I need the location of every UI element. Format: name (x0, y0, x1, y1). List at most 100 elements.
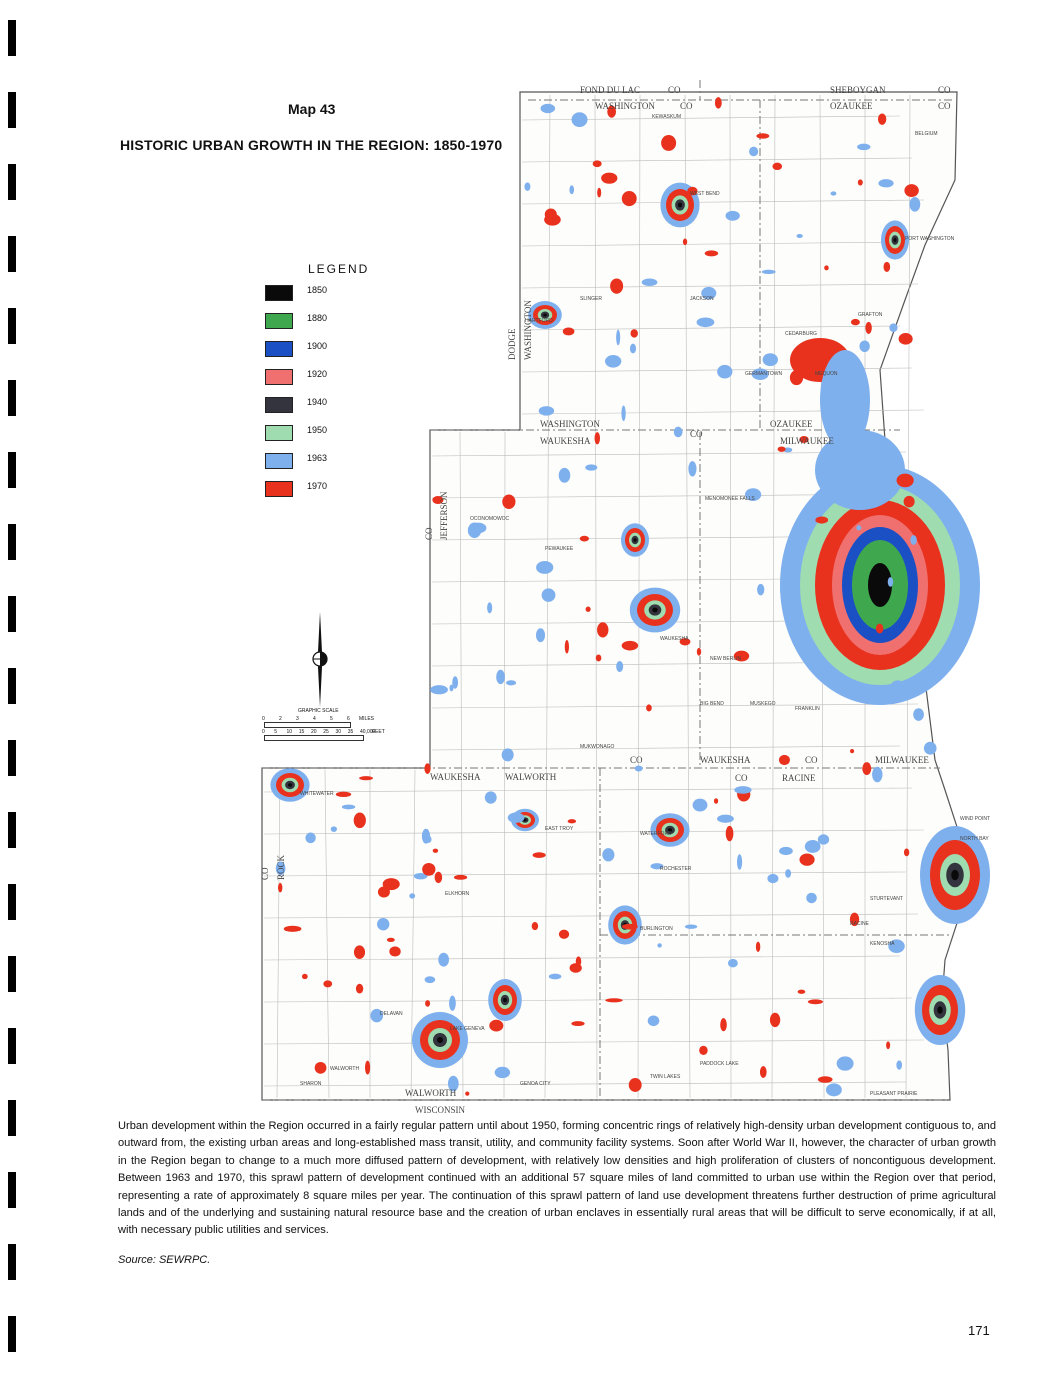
urban-area (646, 704, 652, 712)
urban-area (903, 495, 915, 508)
county-label: CO (690, 429, 703, 439)
urban-area (761, 269, 776, 274)
legend-swatch (265, 341, 293, 357)
scale-title: GRAPHIC SCALE (298, 708, 339, 714)
place-label: RACINE (850, 921, 870, 927)
urban-area (621, 191, 637, 207)
urban-area (605, 355, 622, 368)
county-label: WASHINGTON (540, 419, 600, 429)
urban-area (872, 766, 883, 783)
urban-area (544, 208, 557, 221)
urban-area (592, 160, 602, 168)
legend-swatch (265, 453, 293, 469)
urban-area (877, 113, 887, 125)
county-label: CO (630, 755, 643, 765)
urban-area (755, 941, 761, 953)
urban-area (878, 179, 894, 188)
urban-area (923, 741, 937, 755)
urban-area (720, 1018, 727, 1032)
urban-area (913, 708, 924, 721)
page-number: 171 (968, 1323, 990, 1338)
place-label: WEST BEND (690, 191, 720, 197)
place-label: MUKWONAGO (580, 744, 615, 750)
urban-area (807, 999, 824, 1005)
urban-area (937, 1006, 943, 1014)
urban-area (594, 432, 600, 445)
county-label: MILWAUKEE (780, 436, 834, 446)
urban-area (641, 278, 658, 287)
urban-area (301, 973, 308, 980)
legend-swatch (265, 369, 293, 385)
urban-area (531, 922, 539, 931)
urban-area (767, 873, 779, 884)
binding-hole (8, 452, 16, 488)
urban-area (687, 186, 698, 196)
map-base: FOND DU LAC CO WASHINGTON CO SHEBOYGAN CO OZAU… (260, 80, 990, 1115)
binding-hole (8, 1028, 16, 1064)
urban-area (759, 1066, 767, 1078)
place-label: BIG BEND (700, 701, 724, 707)
urban-area (744, 488, 762, 501)
legend-item: 1850 (265, 285, 385, 305)
place-label: GRAFTON (858, 312, 883, 318)
urban-area (859, 340, 870, 353)
urban-area (830, 191, 837, 196)
urban-area (438, 952, 449, 967)
scale-tick-label: 25 (323, 729, 329, 735)
legend-swatch (265, 481, 293, 497)
urban-area (432, 848, 439, 853)
urban-area (425, 1000, 431, 1007)
urban-area (558, 929, 570, 939)
urban-area (453, 874, 468, 880)
urban-area (484, 791, 497, 804)
urban-area (736, 854, 743, 870)
urban-area (634, 765, 643, 772)
legend-label: 1950 (307, 425, 328, 435)
urban-area (699, 1045, 708, 1056)
urban-area (865, 321, 872, 334)
legend-swatch (265, 285, 293, 301)
urban-area (817, 834, 830, 845)
place-label: KENOSHA (870, 941, 895, 947)
scale-tick-label: 20 (311, 729, 317, 735)
urban-area (621, 923, 638, 930)
urban-area (796, 233, 803, 238)
urban-area (370, 1008, 384, 1023)
place-label: FRANKLIN (795, 706, 820, 712)
place-label: WHITEWATER (300, 791, 334, 797)
urban-growth-areas (270, 97, 990, 1097)
binding-hole (8, 524, 16, 560)
urban-area (575, 956, 582, 967)
urban-area (629, 343, 637, 354)
urban-area (657, 943, 662, 948)
urban-area (558, 467, 571, 483)
urban-area (595, 654, 602, 662)
urban-area (523, 818, 527, 822)
place-label: CEDARBURG (785, 331, 817, 337)
urban-area (677, 202, 683, 208)
urban-area (762, 353, 778, 367)
feet-scale: 0 5 10 15 20 25 30 35 40,000 FEET (262, 729, 432, 741)
county-label: DODGE (507, 328, 517, 360)
region-map: FOND DU LAC CO WASHINGTON CO SHEBOYGAN CO OZAU… (260, 80, 990, 1115)
urban-area (536, 561, 554, 574)
urban-area (857, 143, 871, 151)
urban-area (856, 525, 862, 531)
county-label: ROCK (276, 854, 286, 880)
urban-area (434, 871, 443, 884)
county-label: OZAUKEE (770, 419, 813, 429)
place-label: EAST TROY (545, 826, 574, 832)
place-label: MEQUON (815, 371, 838, 377)
legend-item: 1920 (265, 369, 385, 389)
urban-area (849, 912, 860, 927)
urban-area (682, 238, 688, 246)
urban-area (749, 146, 759, 157)
legend-item: 1950 (265, 425, 385, 445)
binding-hole (8, 884, 16, 920)
urban-area (630, 329, 638, 338)
county-label: JEFFERSON (439, 491, 449, 540)
urban-area (424, 763, 431, 774)
north-arrow-icon (312, 612, 328, 707)
urban-area (886, 1041, 891, 1050)
urban-area (341, 804, 356, 810)
